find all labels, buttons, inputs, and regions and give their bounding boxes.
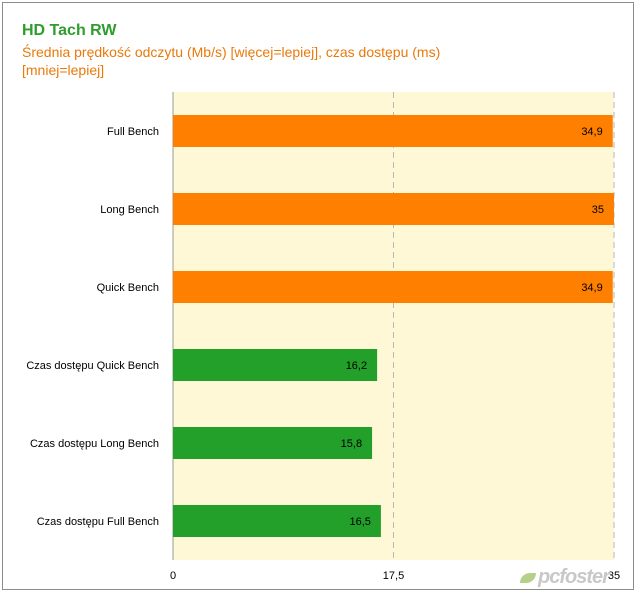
value-label: 16,2	[346, 360, 367, 372]
category-label: Quick Bench	[97, 282, 159, 294]
x-tick-label: 0	[170, 570, 176, 582]
category-label: Full Bench	[107, 126, 159, 138]
category-label: Czas dostępu Quick Bench	[26, 360, 159, 372]
value-label: 35	[592, 204, 604, 216]
leaf-icon	[520, 572, 536, 583]
grid-lines	[172, 92, 615, 560]
x-tick-label: 17,5	[383, 570, 404, 582]
bar	[173, 115, 613, 147]
watermark-text: pcfoster	[538, 566, 610, 588]
category-labels: Full Bench Long Bench Quick Bench Czas dost…	[26, 126, 159, 528]
value-label: 16,5	[349, 516, 370, 528]
watermark-logo: pcfoster	[520, 566, 610, 589]
value-label: 34,9	[581, 282, 602, 294]
value-labels: 34,9 35 34,9 16,2 15,8 16,5	[341, 126, 604, 528]
category-label: Czas dostępu Full Bench	[37, 516, 159, 528]
value-label: 34,9	[581, 126, 602, 138]
chart-title: HD Tach RW	[22, 22, 117, 39]
bars	[173, 115, 614, 537]
chart-subtitle: Średnia prędkość odczytu (Mb/s) [więcej=…	[22, 44, 441, 78]
bar	[173, 193, 614, 225]
x-tick-labels: 0 17,5 35	[170, 570, 620, 582]
bar	[173, 271, 613, 303]
bar	[173, 505, 381, 537]
bar	[173, 349, 378, 381]
category-label: Czas dostępu Long Bench	[30, 438, 159, 450]
x-tick-label: 35	[608, 570, 620, 582]
value-label: 15,8	[341, 438, 362, 450]
category-label: Long Bench	[100, 204, 159, 216]
bar	[173, 427, 373, 459]
